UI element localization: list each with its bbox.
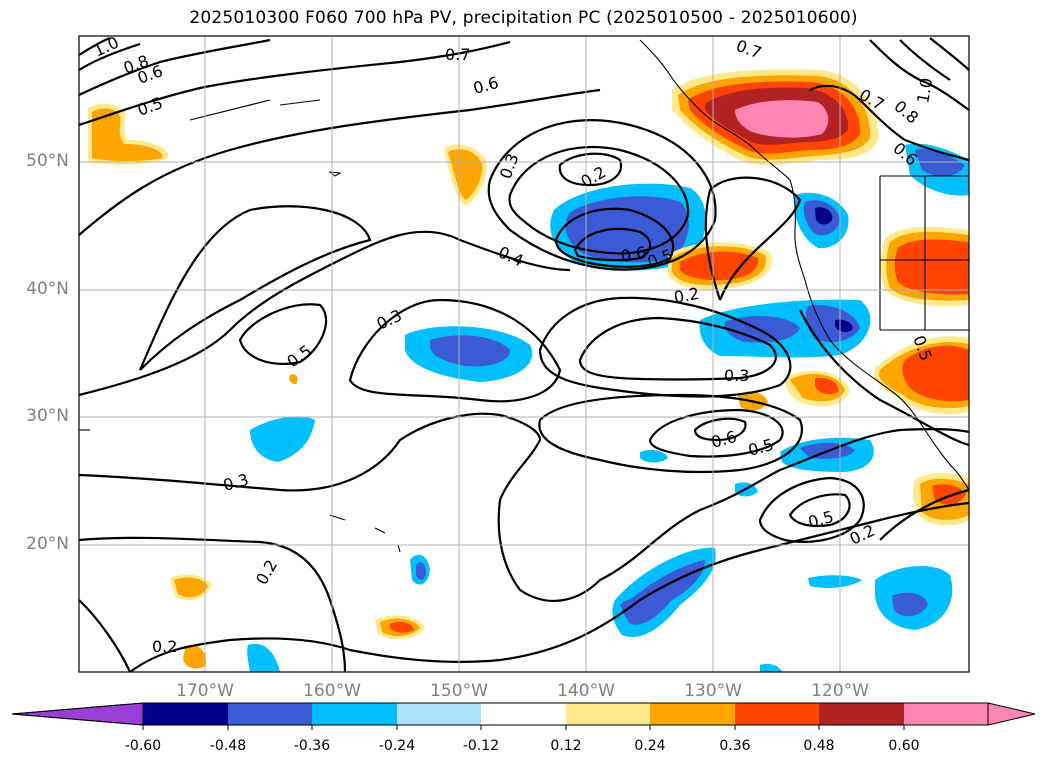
lon-label-120w: 120°W	[811, 681, 869, 701]
colorbar-segment	[481, 703, 566, 725]
colorbar-segment	[397, 703, 481, 725]
colorbar-tick-label: 0.12	[550, 738, 582, 754]
contour-label: 0.3	[724, 366, 749, 385]
colorbar-tick-label: -0.48	[209, 738, 247, 754]
colorbar-segment	[819, 703, 904, 725]
lat-label-20n: 20°N	[26, 534, 69, 554]
colorbar-tick-label: 0.48	[803, 738, 835, 754]
colorbar-segment	[11, 702, 144, 726]
graticule	[79, 36, 969, 672]
colorbar-tick-label: 0.60	[888, 738, 920, 754]
colorbar-tick-label: -0.36	[293, 738, 331, 754]
map-frame	[78, 35, 970, 673]
contour-label: 0.2	[152, 637, 177, 656]
lon-label-130w: 130°W	[684, 681, 742, 701]
lon-label-150w: 150°W	[430, 681, 488, 701]
coastlines	[79, 39, 969, 553]
colorbar-tick-label: -0.60	[124, 738, 162, 754]
colorbar-segment	[312, 703, 397, 725]
lon-label-160w: 160°W	[303, 681, 361, 701]
colorbar-segment	[566, 703, 650, 725]
contour-label: 0.2	[672, 284, 700, 307]
map-title: 2025010300 F060 700 hPa PV, precipitatio…	[189, 8, 858, 28]
colorbar-segment	[143, 703, 228, 725]
colorbar-tick-label: 0.36	[719, 738, 751, 754]
colorbar-tick-label: 0.24	[634, 738, 666, 754]
colorbar	[11, 702, 1036, 730]
lat-label-30n: 30°N	[26, 406, 69, 426]
contour-label: 1.0	[913, 76, 936, 104]
colorbar-segment	[735, 703, 819, 725]
lat-label-40n: 40°N	[26, 279, 69, 299]
colorbar-tick-label: -0.24	[378, 738, 416, 754]
lon-label-140w: 140°W	[557, 681, 615, 701]
colorbar-segment	[904, 703, 1035, 725]
lon-label-170w: 170°W	[176, 681, 234, 701]
contour-label: 0.6	[619, 243, 647, 266]
colorbar-segment	[228, 703, 312, 725]
lat-label-50n: 50°N	[26, 151, 69, 171]
map-panel: 1.0 0.8 0.6 0.5 0.7 0.6 0.3 0.2 0.4 0.5 …	[79, 36, 969, 672]
precip-shading	[88, 69, 969, 672]
colorbar-segment	[650, 703, 735, 725]
contour-label: 0.7	[445, 45, 470, 64]
colorbar-tick-label: -0.12	[462, 738, 500, 754]
